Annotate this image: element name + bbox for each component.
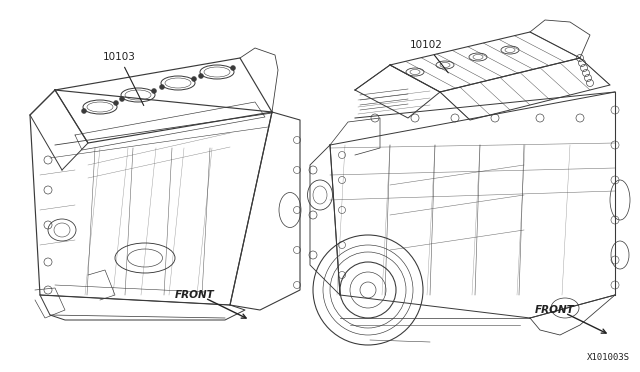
Circle shape [152, 89, 157, 93]
Text: 10102: 10102 [410, 40, 448, 73]
Circle shape [159, 84, 164, 90]
Text: X101003S: X101003S [587, 353, 630, 362]
Circle shape [113, 100, 118, 106]
Text: FRONT: FRONT [535, 305, 575, 315]
Circle shape [120, 96, 125, 102]
Circle shape [191, 77, 196, 81]
Circle shape [81, 109, 86, 113]
Text: FRONT: FRONT [175, 290, 215, 300]
Circle shape [230, 65, 236, 71]
Circle shape [198, 74, 204, 78]
Text: 10103: 10103 [103, 52, 144, 106]
